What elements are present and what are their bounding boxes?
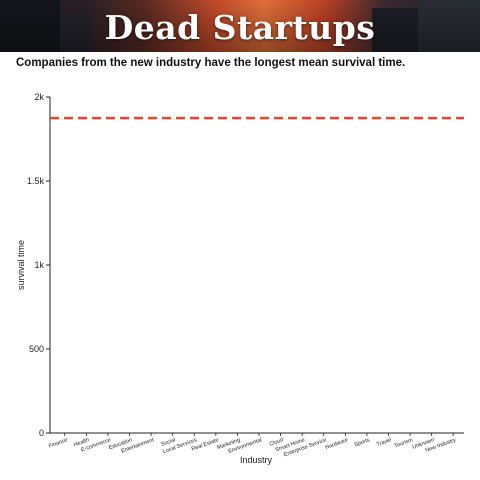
- x-tick-label: Tourism: [394, 437, 415, 449]
- bar-6: [184, 200, 205, 434]
- banner-building: [0, 0, 60, 52]
- bar-4: [141, 191, 162, 434]
- banner-shade: [0, 0, 480, 52]
- x-tick-label: Cloud: [269, 437, 285, 448]
- banner-building: [372, 8, 418, 52]
- x-tick-label: Social: [160, 437, 176, 448]
- bar-13: [335, 184, 356, 434]
- x-tick-label: Health: [73, 437, 90, 448]
- bars-layer: [54, 97, 464, 434]
- x-tick-label: Finance: [48, 437, 68, 449]
- y-tick-label: 500: [29, 344, 44, 354]
- bar-8: [227, 153, 248, 434]
- bar-2: [97, 176, 118, 434]
- bar-14: [356, 176, 377, 434]
- x-tick-label: Sports: [354, 437, 371, 448]
- y-axis-label: survival time: [16, 240, 26, 290]
- bar-9: [248, 169, 270, 434]
- bars-image-fill: [54, 97, 464, 433]
- bar-12: [313, 191, 334, 434]
- bar-17: [421, 221, 442, 434]
- bar-11: [292, 159, 313, 434]
- y-tick-label: 2k: [34, 92, 44, 102]
- bar-1: [76, 208, 97, 434]
- city-backdrop: [54, 97, 464, 433]
- bar-3: [119, 130, 140, 434]
- city-cars: [54, 315, 464, 350]
- city-street: [54, 330, 464, 433]
- x-tick-label: Hardware: [325, 437, 349, 451]
- bar-16: [400, 163, 421, 434]
- title-banner: Dead Startups: [0, 0, 480, 52]
- y-tick-label: 1k: [34, 260, 44, 270]
- bar-15: [378, 181, 399, 434]
- x-axis-label: Industry: [240, 455, 273, 465]
- chart-subtitle: Companies from the new industry have the…: [16, 57, 406, 69]
- city-windows: [54, 97, 464, 297]
- chart-title: Dead Startups: [104, 8, 376, 47]
- banner-building: [60, 14, 90, 52]
- banner-building: [418, 0, 480, 52]
- bar-7: [205, 210, 226, 434]
- y-tick-label: 0: [39, 428, 44, 438]
- x-tick-label: Travel: [376, 437, 392, 448]
- bar-0: [54, 195, 75, 434]
- bar-5: [162, 146, 183, 434]
- bar-10: [270, 163, 291, 434]
- y-tick-label: 1.5k: [27, 176, 45, 186]
- bar-18: [443, 117, 464, 434]
